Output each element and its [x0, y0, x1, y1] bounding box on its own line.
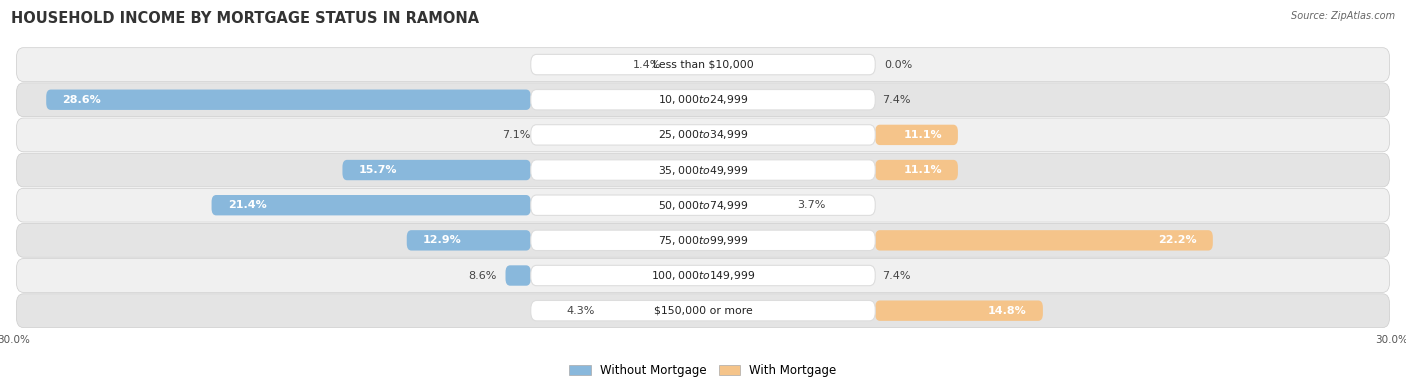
- Text: 7.4%: 7.4%: [882, 95, 911, 105]
- FancyBboxPatch shape: [531, 125, 875, 145]
- Text: 11.1%: 11.1%: [903, 165, 942, 175]
- Text: 7.1%: 7.1%: [502, 130, 531, 140]
- FancyBboxPatch shape: [531, 230, 875, 251]
- Legend: Without Mortgage, With Mortgage: Without Mortgage, With Mortgage: [569, 365, 837, 377]
- Text: $25,000 to $34,999: $25,000 to $34,999: [658, 129, 748, 141]
- FancyBboxPatch shape: [211, 195, 531, 215]
- Text: 15.7%: 15.7%: [359, 165, 396, 175]
- FancyBboxPatch shape: [531, 89, 875, 110]
- FancyBboxPatch shape: [531, 265, 875, 286]
- FancyBboxPatch shape: [406, 230, 531, 251]
- FancyBboxPatch shape: [17, 259, 1389, 293]
- Text: $75,000 to $99,999: $75,000 to $99,999: [658, 234, 748, 247]
- FancyBboxPatch shape: [17, 48, 1389, 81]
- FancyBboxPatch shape: [531, 160, 875, 180]
- FancyBboxPatch shape: [875, 125, 957, 145]
- FancyBboxPatch shape: [875, 230, 1213, 251]
- Text: 7.4%: 7.4%: [882, 271, 911, 280]
- Text: 14.8%: 14.8%: [988, 306, 1026, 316]
- Text: $35,000 to $49,999: $35,000 to $49,999: [658, 164, 748, 176]
- Text: 22.2%: 22.2%: [1159, 235, 1197, 245]
- Text: 0.0%: 0.0%: [884, 60, 912, 70]
- Text: Less than $10,000: Less than $10,000: [652, 60, 754, 70]
- FancyBboxPatch shape: [531, 195, 875, 215]
- FancyBboxPatch shape: [17, 224, 1389, 257]
- Text: 11.1%: 11.1%: [903, 130, 942, 140]
- Text: 3.7%: 3.7%: [797, 200, 825, 210]
- Text: HOUSEHOLD INCOME BY MORTGAGE STATUS IN RAMONA: HOUSEHOLD INCOME BY MORTGAGE STATUS IN R…: [11, 11, 479, 26]
- Text: 4.3%: 4.3%: [567, 306, 595, 316]
- FancyBboxPatch shape: [17, 153, 1389, 187]
- Text: 28.6%: 28.6%: [62, 95, 101, 105]
- FancyBboxPatch shape: [875, 160, 957, 180]
- FancyBboxPatch shape: [17, 83, 1389, 116]
- FancyBboxPatch shape: [875, 300, 1043, 321]
- Text: 1.4%: 1.4%: [633, 60, 662, 70]
- FancyBboxPatch shape: [17, 118, 1389, 152]
- Text: 12.9%: 12.9%: [423, 235, 461, 245]
- Text: $10,000 to $24,999: $10,000 to $24,999: [658, 93, 748, 106]
- FancyBboxPatch shape: [531, 300, 875, 321]
- FancyBboxPatch shape: [17, 294, 1389, 328]
- FancyBboxPatch shape: [343, 160, 531, 180]
- Text: 21.4%: 21.4%: [228, 200, 266, 210]
- Text: $50,000 to $74,999: $50,000 to $74,999: [658, 199, 748, 212]
- FancyBboxPatch shape: [46, 89, 531, 110]
- Text: 8.6%: 8.6%: [468, 271, 496, 280]
- FancyBboxPatch shape: [17, 188, 1389, 222]
- Text: Source: ZipAtlas.com: Source: ZipAtlas.com: [1291, 11, 1395, 21]
- Text: $100,000 to $149,999: $100,000 to $149,999: [651, 269, 755, 282]
- FancyBboxPatch shape: [506, 265, 531, 286]
- Text: $150,000 or more: $150,000 or more: [654, 306, 752, 316]
- FancyBboxPatch shape: [531, 54, 875, 75]
